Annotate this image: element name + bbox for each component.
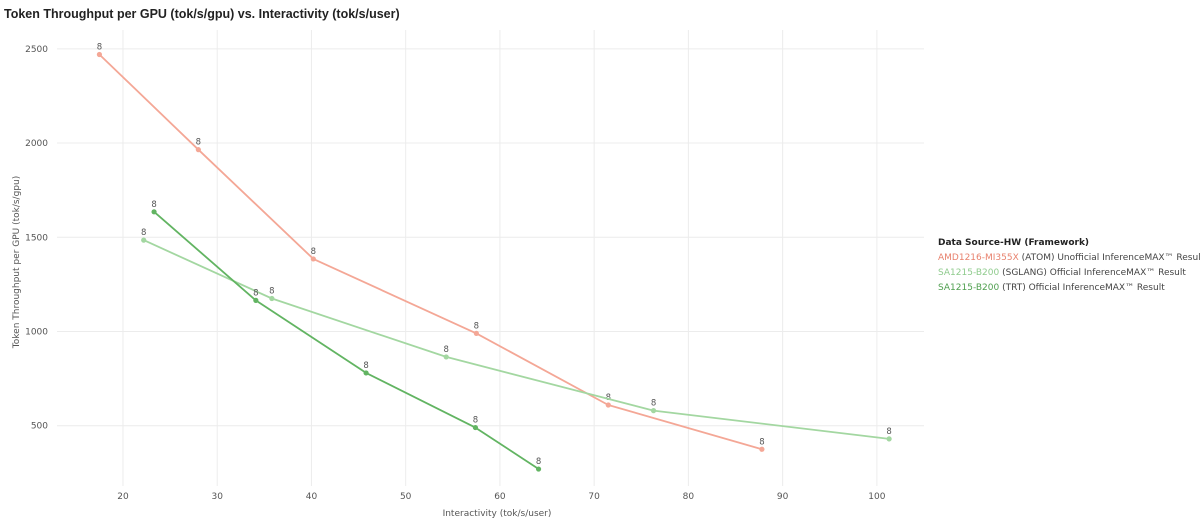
data-point (195, 147, 201, 153)
data-label: 8 (269, 287, 274, 297)
data-label: 8 (536, 457, 541, 467)
series-1: 8 8 8 8 8 (141, 228, 892, 442)
legend-item-amd-mi355x-atom[interactable]: AMD1216-MI355X (ATOM) Unofficial Inferen… (938, 251, 1200, 266)
y-tick-label: 500 (31, 422, 48, 432)
data-label: 8 (196, 138, 201, 148)
y-tick-label: 2500 (25, 45, 48, 55)
data-point (473, 330, 479, 336)
data-label: 8 (151, 200, 156, 210)
series-line (98, 53, 763, 451)
data-point (151, 209, 157, 215)
data-point (363, 370, 369, 376)
data-label: 8 (886, 427, 891, 437)
x-axis-label: Interactivity (tok/s/user) (443, 509, 552, 519)
data-label: 8 (141, 228, 146, 238)
series-2: 8 8 8 8 8 (151, 200, 541, 472)
y-tick-label: 1000 (25, 327, 48, 337)
grid-lines (57, 30, 924, 486)
x-tick-label: 90 (777, 492, 789, 502)
legend-series-name: SA1215-B200 (938, 283, 1000, 293)
data-point (650, 408, 657, 414)
x-tick-label: 80 (683, 492, 695, 502)
x-tick-label: 100 (868, 492, 885, 502)
data-label: 8 (474, 321, 479, 331)
series-line (143, 239, 890, 440)
data-point (141, 237, 147, 243)
data-point (886, 436, 892, 442)
x-tick-label: 40 (306, 492, 318, 502)
data-label: 8 (759, 437, 764, 447)
legend-series-name: AMD1216-MI355X (938, 253, 1019, 263)
data-label: 8 (311, 247, 316, 257)
chart-title: Token Throughput per GPU (tok/s/gpu) vs.… (4, 7, 400, 21)
legend-series-name: SA1215-B200 (938, 268, 1000, 278)
legend-title: Data Source-HW (Framework) (938, 238, 1090, 248)
series-line (153, 211, 540, 470)
data-point (472, 424, 479, 431)
data-point (310, 256, 316, 262)
data-label: 8 (253, 288, 258, 298)
data-label: 8 (97, 42, 102, 52)
legend-series-desc: (ATOM) Unofficial InferenceMAX™ Result (1018, 253, 1200, 263)
data-label: 8 (473, 416, 478, 426)
data-point (269, 295, 275, 302)
y-axis-label: Token Throughput per GPU (tok/s/gpu) (12, 176, 22, 349)
data-point (443, 354, 449, 360)
x-tick-label: 20 (117, 492, 129, 502)
legend-series-desc: (SGLANG) Official InferenceMAX™ Result (999, 268, 1186, 278)
data-point (96, 51, 103, 58)
data-point (759, 446, 765, 452)
legend-item-b200-trt[interactable]: SA1215-B200 (TRT) Official InferenceMAX™… (938, 281, 1200, 296)
legend-series-desc: (TRT) Official InferenceMAX™ Result (999, 283, 1165, 293)
data-point (605, 402, 611, 408)
axis-ticks: 20 30 40 50 60 70 80 90 100 500 1000 1500 2000 2500 (25, 45, 886, 502)
x-tick-label: 70 (588, 492, 600, 502)
series-0: 8 8 8 8 8 8 (96, 42, 765, 452)
x-tick-label: 60 (494, 492, 506, 502)
data-point (253, 297, 259, 303)
data-label: 8 (443, 345, 448, 355)
legend: Data Source-HW (Framework) AMD1216-MI355… (938, 236, 1200, 296)
y-tick-label: 1500 (25, 233, 48, 243)
y-tick-label: 2000 (25, 139, 48, 149)
x-tick-label: 30 (211, 492, 223, 502)
x-tick-label: 50 (400, 492, 412, 502)
data-point (535, 466, 542, 472)
data-label: 8 (363, 361, 368, 371)
legend-item-b200-sglang[interactable]: SA1215-B200 (SGLANG) Official InferenceM… (938, 266, 1200, 281)
data-label: 8 (651, 399, 656, 409)
